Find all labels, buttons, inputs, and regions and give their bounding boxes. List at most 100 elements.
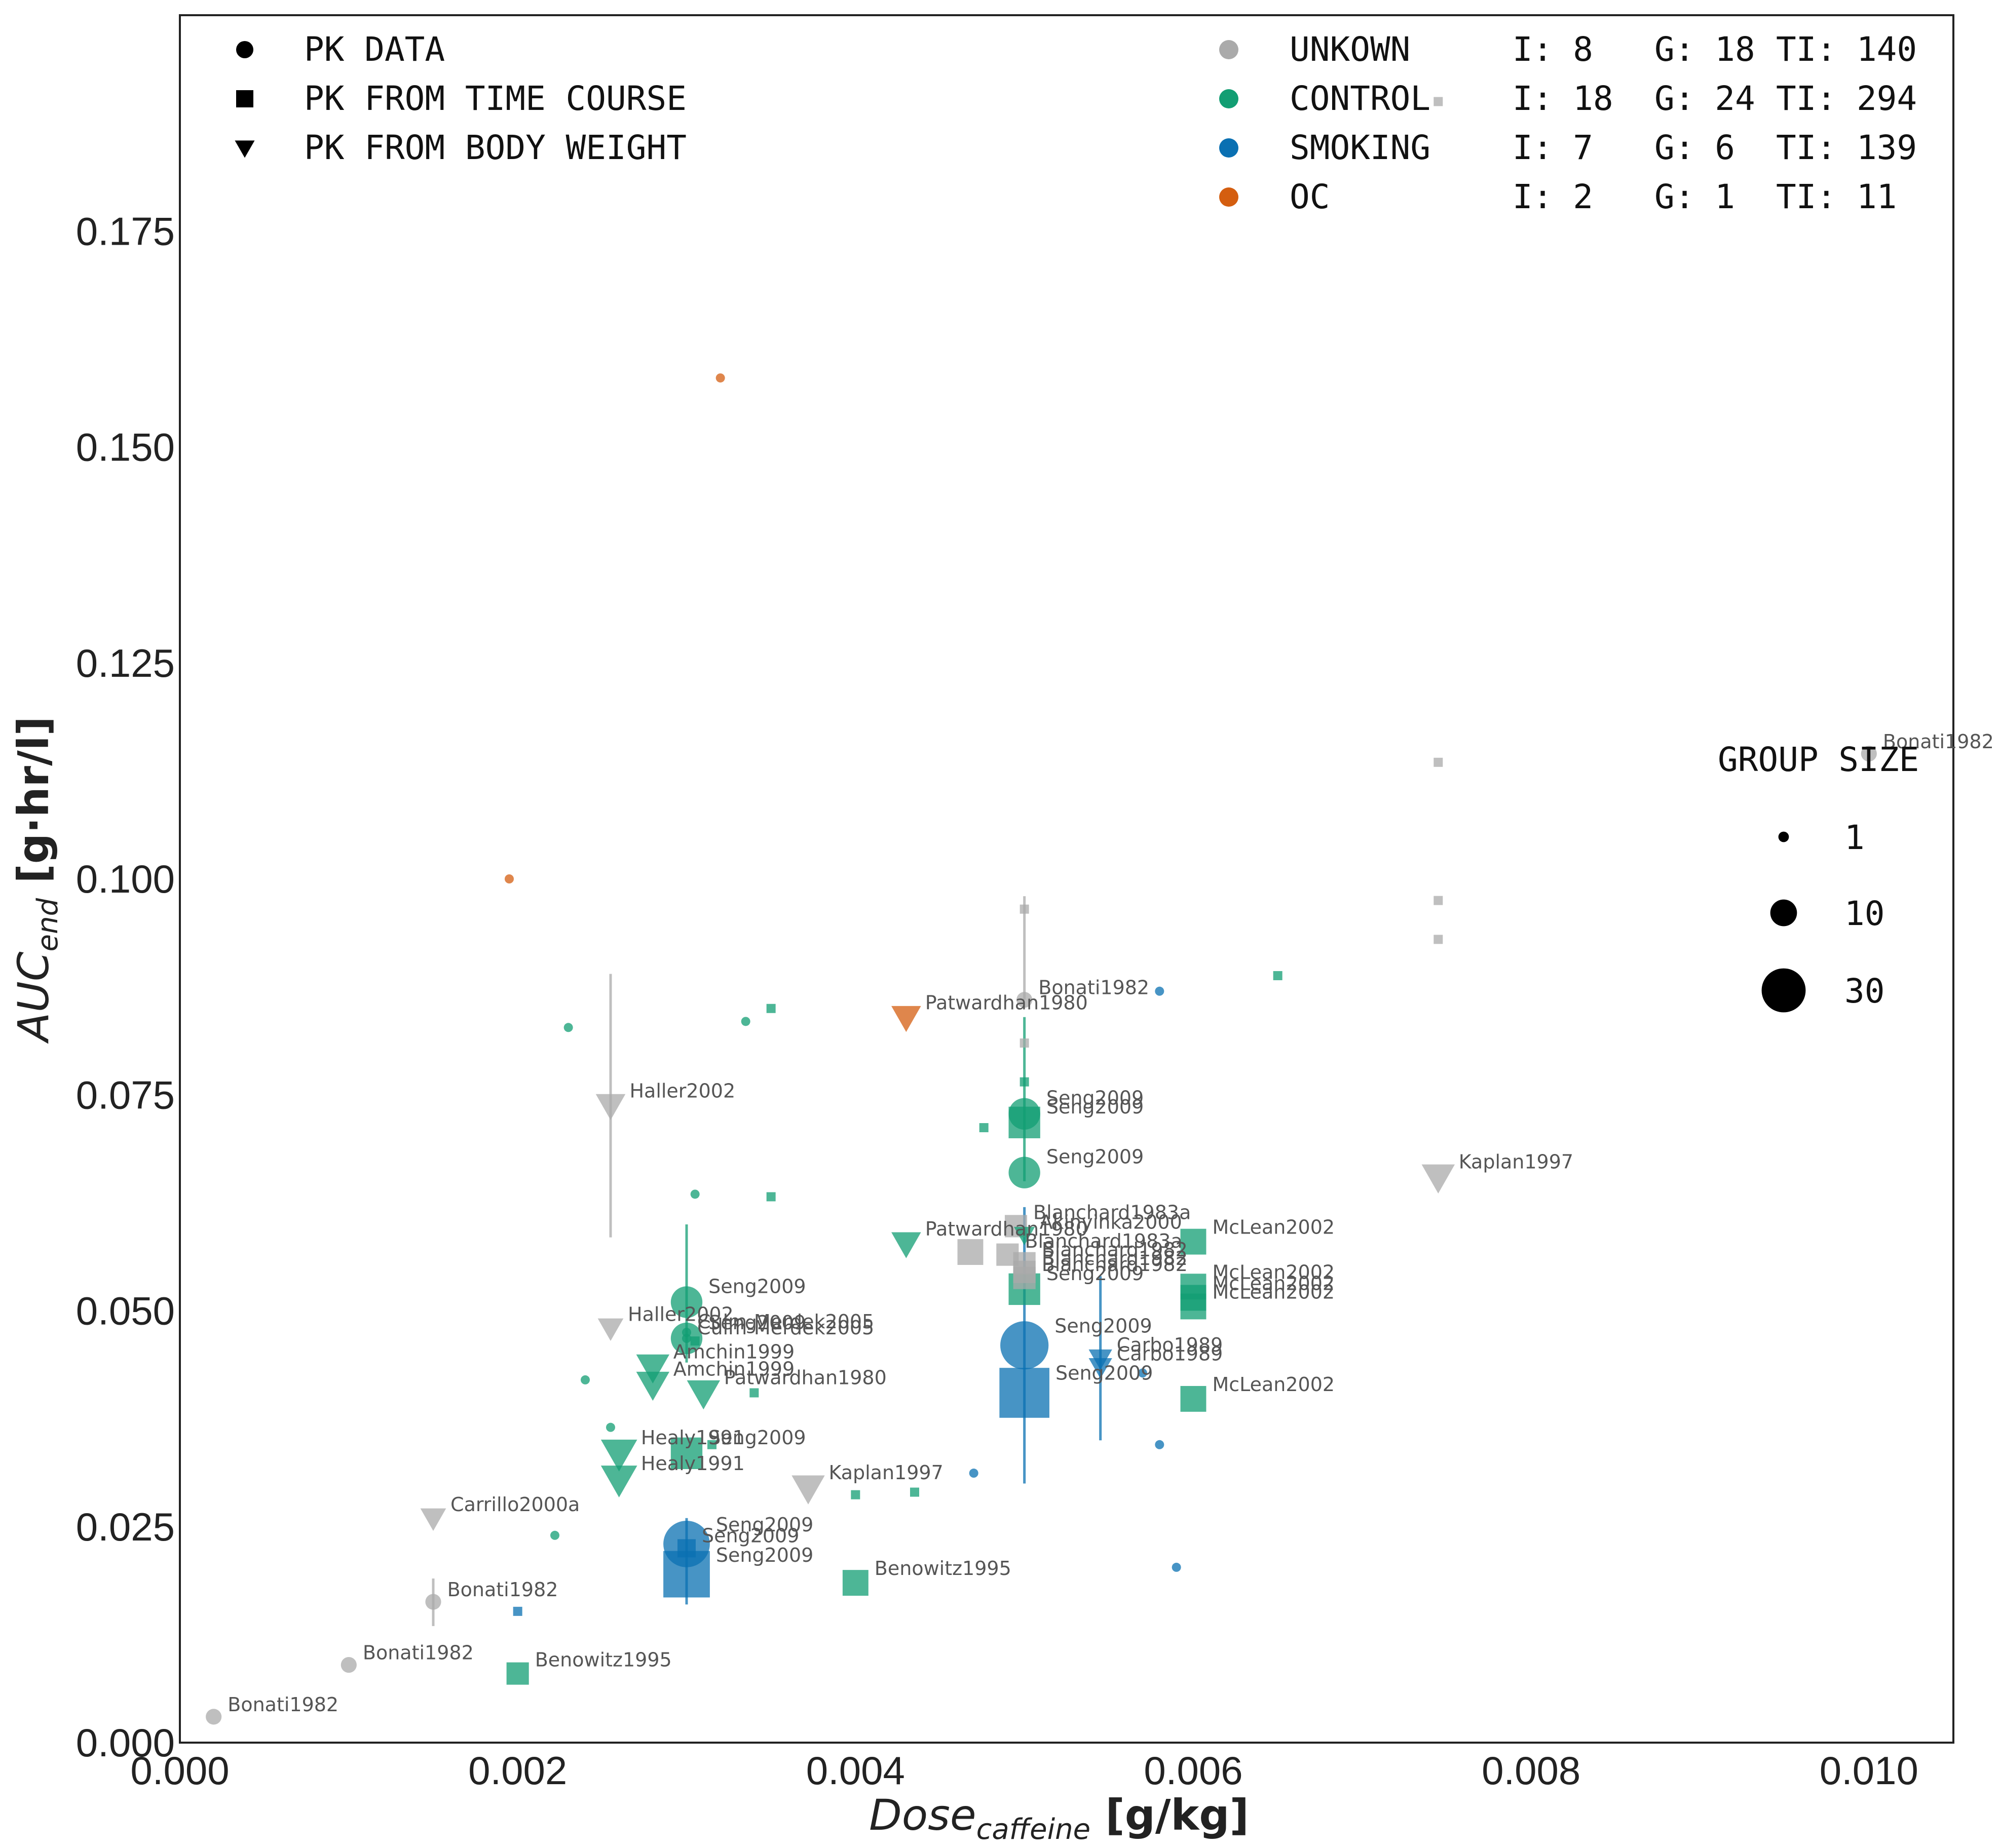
data-point bbox=[682, 1334, 691, 1343]
point-annotation: Blanchard1982 bbox=[1042, 1247, 1188, 1269]
data-point bbox=[957, 1239, 984, 1265]
legend-marker-circle bbox=[236, 41, 253, 58]
data-point bbox=[891, 1232, 921, 1258]
legend-group-text: I: 18 bbox=[1513, 79, 1613, 118]
data-point bbox=[1433, 935, 1443, 944]
point-annotation: Kaplan1997 bbox=[1459, 1150, 1573, 1173]
legend-size-marker bbox=[1778, 831, 1789, 842]
point-annotation: Bonati1982 bbox=[447, 1578, 558, 1601]
legend-group-swatch bbox=[1219, 40, 1238, 59]
legend-size-label: 1 bbox=[1844, 818, 1865, 857]
point-annotation: Seng2009 bbox=[1054, 1315, 1152, 1337]
legend-group-text: TI: 139 bbox=[1776, 128, 1917, 167]
point-annotation: Patwardhan1980 bbox=[724, 1367, 887, 1389]
legend-size-label: 10 bbox=[1844, 894, 1884, 933]
y-tick-label: 0.075 bbox=[76, 1072, 175, 1117]
point-annotation: Seng2009 bbox=[702, 1524, 799, 1547]
point-annotation: Patwardhan1980 bbox=[925, 991, 1088, 1014]
x-tick-label: 0.000 bbox=[130, 1748, 229, 1793]
data-point bbox=[513, 1606, 522, 1616]
data-point bbox=[1180, 1293, 1206, 1320]
point-annotation: Seng2009 bbox=[716, 1514, 813, 1536]
data-point bbox=[749, 1388, 759, 1398]
x-axis-ticks: 0.000 0.002 0.004 0.006 0.008 0.010 bbox=[130, 1748, 1918, 1793]
data-point bbox=[1861, 746, 1877, 762]
data-point bbox=[715, 373, 725, 383]
y-tick-label: 0.175 bbox=[76, 209, 175, 253]
point-annotation: Amchin1999 bbox=[673, 1358, 795, 1380]
legend-group-swatch bbox=[1219, 187, 1238, 207]
point-annotation: Seng2009 bbox=[708, 1427, 806, 1449]
data-point bbox=[206, 1709, 222, 1725]
data-point bbox=[636, 1371, 670, 1401]
legend-group-text: TI: 11 bbox=[1776, 177, 1897, 216]
data-point bbox=[1020, 1077, 1029, 1087]
point-annotation: Benowitz1995 bbox=[875, 1557, 1011, 1580]
y-tick-label: 0.125 bbox=[76, 641, 175, 685]
data-point bbox=[550, 1530, 559, 1540]
point-annotation: Blanchard1982 bbox=[1042, 1253, 1188, 1276]
data-point bbox=[1013, 1266, 1036, 1289]
data-point bbox=[420, 1508, 446, 1531]
y-axis-title: AUCend [g·hr/l] bbox=[9, 716, 64, 1044]
point-annotation: Bonati1982 bbox=[1038, 977, 1149, 999]
data-point bbox=[707, 1440, 716, 1449]
legend-group-text: G: 24 bbox=[1654, 79, 1755, 118]
y-tick-label: 0.025 bbox=[76, 1505, 175, 1549]
legend-group-text: TI: 294 bbox=[1776, 79, 1917, 118]
data-point bbox=[1172, 1562, 1181, 1572]
data-point bbox=[1155, 986, 1164, 996]
data-point bbox=[791, 1475, 825, 1505]
data-point bbox=[1008, 1106, 1040, 1138]
data-point bbox=[341, 1657, 357, 1673]
legend-marker-triangle bbox=[235, 140, 255, 158]
data-point bbox=[425, 1594, 441, 1610]
point-annotation: Patwardhan1980 bbox=[925, 1218, 1088, 1240]
legend-size-marker bbox=[1761, 968, 1806, 1013]
data-marks bbox=[206, 97, 1877, 1725]
point-annotation: Seng2009 bbox=[1046, 1146, 1144, 1168]
point-annotation: Bonati1982 bbox=[363, 1642, 474, 1664]
data-point bbox=[1088, 1358, 1112, 1379]
y-tick-label: 0.000 bbox=[76, 1720, 175, 1765]
legend-size-label: 30 bbox=[1844, 972, 1884, 1011]
data-point bbox=[766, 1004, 776, 1013]
x-tick-label: 0.008 bbox=[1482, 1748, 1580, 1793]
point-annotation: McLean2002 bbox=[1212, 1281, 1335, 1303]
data-point bbox=[741, 1017, 750, 1026]
data-point bbox=[581, 1375, 590, 1384]
data-point bbox=[1020, 1038, 1029, 1048]
legend-marker-label: PK FROM BODY WEIGHT bbox=[304, 128, 687, 167]
legend-group-text: G: 18 bbox=[1654, 30, 1755, 69]
y-tick-label: 0.050 bbox=[76, 1289, 175, 1333]
legend-group-text: I: 2 bbox=[1513, 177, 1593, 216]
x-axis-title: Dosecaffeine [g/kg] bbox=[869, 1790, 1249, 1846]
data-point bbox=[690, 1336, 700, 1346]
y-tick-label: 0.100 bbox=[76, 857, 175, 901]
data-point bbox=[1020, 904, 1029, 914]
legend-groups: UNKOWN I: 8 G: 18 TI: 140 CONTROL I: 18 G: 24 T… bbox=[1219, 30, 1917, 216]
point-annotation: Carbo1989 bbox=[1117, 1334, 1223, 1356]
point-annotation: Healy1991 bbox=[641, 1427, 745, 1449]
x-tick-label: 0.006 bbox=[1144, 1748, 1242, 1793]
data-point bbox=[606, 1422, 615, 1432]
point-annotation: Haller2002 bbox=[629, 1080, 735, 1102]
data-point bbox=[1138, 1368, 1147, 1378]
x-tick-label: 0.010 bbox=[1820, 1748, 1918, 1793]
legend-group-text: UNKOWN bbox=[1290, 30, 1410, 69]
data-point bbox=[690, 1189, 700, 1199]
legend-group-swatch bbox=[1219, 89, 1238, 108]
legend-marker-label: PK FROM TIME COURSE bbox=[304, 79, 687, 118]
data-point bbox=[663, 1551, 710, 1598]
point-annotation: Carrillo2000a bbox=[450, 1493, 580, 1516]
data-point bbox=[766, 1192, 776, 1202]
legend-marker-label: PK DATA bbox=[304, 30, 445, 69]
point-annotation: Seng2009 bbox=[1046, 1096, 1144, 1118]
data-point bbox=[1433, 97, 1443, 106]
legend-group-text: I: 7 bbox=[1513, 128, 1593, 167]
point-annotation: Healy1991 bbox=[641, 1452, 745, 1475]
point-annotation: Seng2009 bbox=[716, 1544, 813, 1566]
legend-group-text: G: 1 bbox=[1654, 177, 1735, 216]
data-point bbox=[891, 1006, 921, 1032]
legend-marker-square bbox=[236, 90, 253, 107]
